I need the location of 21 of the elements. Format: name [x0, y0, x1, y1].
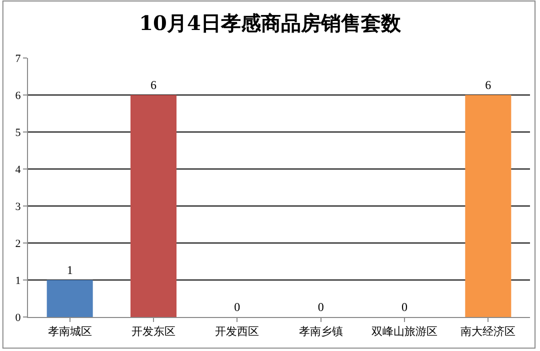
x-tick-label: 开发西区 — [215, 325, 260, 338]
y-tick-label: 3 — [15, 200, 22, 213]
data-label: 0 — [234, 300, 240, 314]
x-tick-label: 南大经济区 — [460, 325, 516, 338]
y-tick-label: 0 — [15, 312, 22, 324]
x-tick-label: 孝南乡镇 — [298, 325, 343, 338]
data-label: 0 — [402, 300, 408, 314]
data-label: 1 — [66, 263, 73, 277]
y-tick-label: 2 — [15, 238, 21, 250]
chart-title: 10月4日孝感商品房销售套数 — [139, 10, 402, 35]
data-label: 6 — [485, 78, 492, 92]
y-tick-label: 4 — [15, 164, 22, 176]
y-tick-label: 1 — [15, 274, 21, 287]
data-label: 0 — [318, 300, 324, 314]
x-tick-label: 孝南城区 — [48, 325, 92, 338]
y-tick-label: 6 — [15, 90, 22, 102]
x-tick-label: 开发东区 — [132, 325, 176, 338]
data-label: 6 — [150, 78, 156, 92]
y-tick-label: 5 — [15, 126, 22, 139]
x-tick-label: 双峰山旅游区 — [372, 325, 438, 338]
y-tick-label: 7 — [15, 52, 22, 65]
